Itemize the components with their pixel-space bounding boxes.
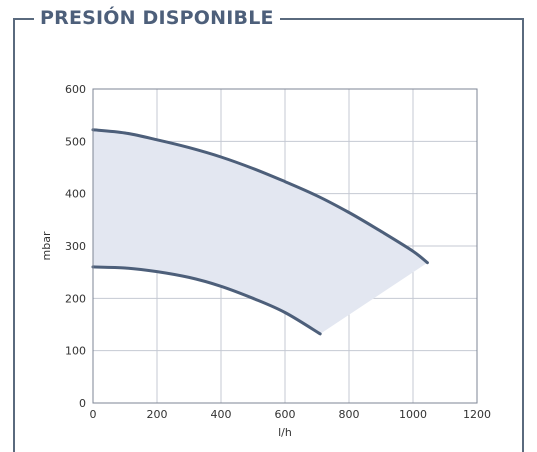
x-tick-label: 600 — [275, 408, 296, 421]
max-pressure-curve — [91, 128, 429, 265]
x-tick-label: 400 — [211, 408, 232, 421]
panel-title: PRESIÓN DISPONIBLE — [34, 7, 280, 29]
y-tick-label: 300 — [65, 240, 86, 253]
series-lines — [91, 128, 429, 336]
x-tick-label: 800 — [339, 408, 360, 421]
x-tick-label: 1200 — [463, 408, 491, 421]
x-axis-label: l/h — [278, 426, 292, 439]
operating-range-band — [93, 129, 428, 334]
x-tick-label: 200 — [147, 408, 168, 421]
y-tick-label: 600 — [65, 83, 86, 96]
x-tick-label: 1000 — [399, 408, 427, 421]
y-axis-label: mbar — [40, 231, 53, 260]
y-tick-label: 400 — [65, 188, 86, 201]
x-tick-label: 0 — [90, 408, 97, 421]
x-tick-labels: 0 200 400 600 800 1000 1200 — [90, 408, 492, 421]
y-tick-label: 0 — [79, 397, 86, 410]
y-tick-label: 100 — [65, 345, 86, 358]
y-tick-label: 200 — [65, 292, 86, 305]
plot-border — [92, 88, 478, 404]
y-tick-labels: 0 100 200 300 400 500 600 — [65, 83, 86, 410]
y-tick-label: 500 — [65, 135, 86, 148]
min-pressure-curve — [91, 265, 322, 336]
